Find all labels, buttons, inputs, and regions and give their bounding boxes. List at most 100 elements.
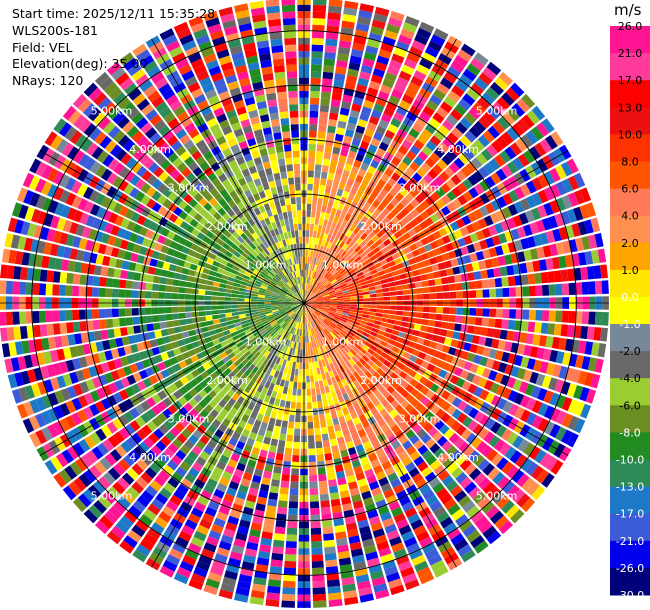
range-gate [402,232,412,241]
range-gate [443,522,458,535]
range-gate [241,347,249,355]
range-gate [368,265,376,272]
range-gate [310,77,321,85]
range-gate [141,170,153,182]
range-gate [435,343,444,352]
range-gate [520,457,533,472]
range-gate [409,145,421,156]
range-gate [312,348,317,356]
range-gate [309,368,314,376]
range-gate [555,394,567,409]
range-gate [484,418,496,430]
range-gate [515,454,528,468]
range-gate [477,97,491,110]
range-gate [325,316,333,322]
range-gate [347,447,357,456]
range-gate [353,265,361,272]
range-gate [261,477,271,486]
range-gate [345,199,353,208]
range-gate [176,433,188,444]
range-gate [41,426,53,442]
range-gate [473,120,487,134]
range-gate [426,363,436,373]
range-gate [474,77,489,91]
range-gate [244,408,253,417]
range-gate [347,68,359,78]
range-gate [212,559,226,570]
range-gate [504,364,514,376]
range-gate [215,183,225,193]
range-gate [1,248,11,263]
range-gate [66,322,74,334]
range-gate [164,254,173,263]
range-gate [310,301,318,303]
range-gate [344,596,359,606]
range-gate [231,293,239,298]
range-gate [399,326,408,333]
range-gate [236,490,247,500]
range-gate [381,135,392,146]
range-gate [316,144,325,152]
range-gate [380,173,390,183]
range-gate [317,460,325,469]
range-gate [386,202,395,212]
range-gate [231,222,240,231]
range-gate [477,496,491,509]
range-gate [494,350,504,361]
range-gate [262,524,274,533]
range-gate [304,302,311,303]
range-gate [330,221,337,230]
range-gate [489,382,500,394]
range-gate [239,373,248,382]
range-gate [355,472,366,481]
range-gate [477,377,488,388]
range-gate [96,387,107,400]
range-gate [203,445,214,456]
range-gate [282,286,289,292]
range-gate [115,520,130,534]
range-gate [324,552,337,561]
range-gate [91,217,102,230]
range-gate [377,376,386,385]
range-gate [84,157,96,171]
range-gate [52,271,61,283]
range-gate [413,70,427,82]
range-gate [108,382,119,394]
range-gate [313,184,320,192]
range-gate [412,472,424,484]
range-gate [304,301,311,303]
range-gate [187,513,201,524]
range-gate [285,547,297,555]
range-gate [316,333,321,340]
range-gate [72,497,87,513]
range-gate [189,218,199,228]
range-gate [258,310,266,314]
range-gate [172,279,180,287]
range-gate [308,293,314,299]
range-gate [512,157,524,171]
range-gate [318,191,325,199]
range-gate [308,263,312,271]
range-gate [383,359,392,368]
range-gate [123,230,133,241]
range-gate [285,307,292,311]
range-gate [304,309,305,317]
range-gate [287,291,293,296]
range-gate [567,175,580,191]
range-gate [391,270,400,277]
range-gate [251,250,259,258]
range-gate [202,268,211,275]
range-gate [126,354,135,365]
range-gate [587,357,598,372]
range-gate [80,332,89,344]
range-gate [19,266,28,280]
range-gate [393,325,401,331]
range-gate [414,183,424,193]
range-gate [381,317,389,323]
range-gate [167,327,175,335]
range-gate [237,580,251,590]
range-gate [400,566,415,578]
range-gate [257,304,265,307]
range-gate [306,309,310,316]
range-gate [551,256,561,270]
